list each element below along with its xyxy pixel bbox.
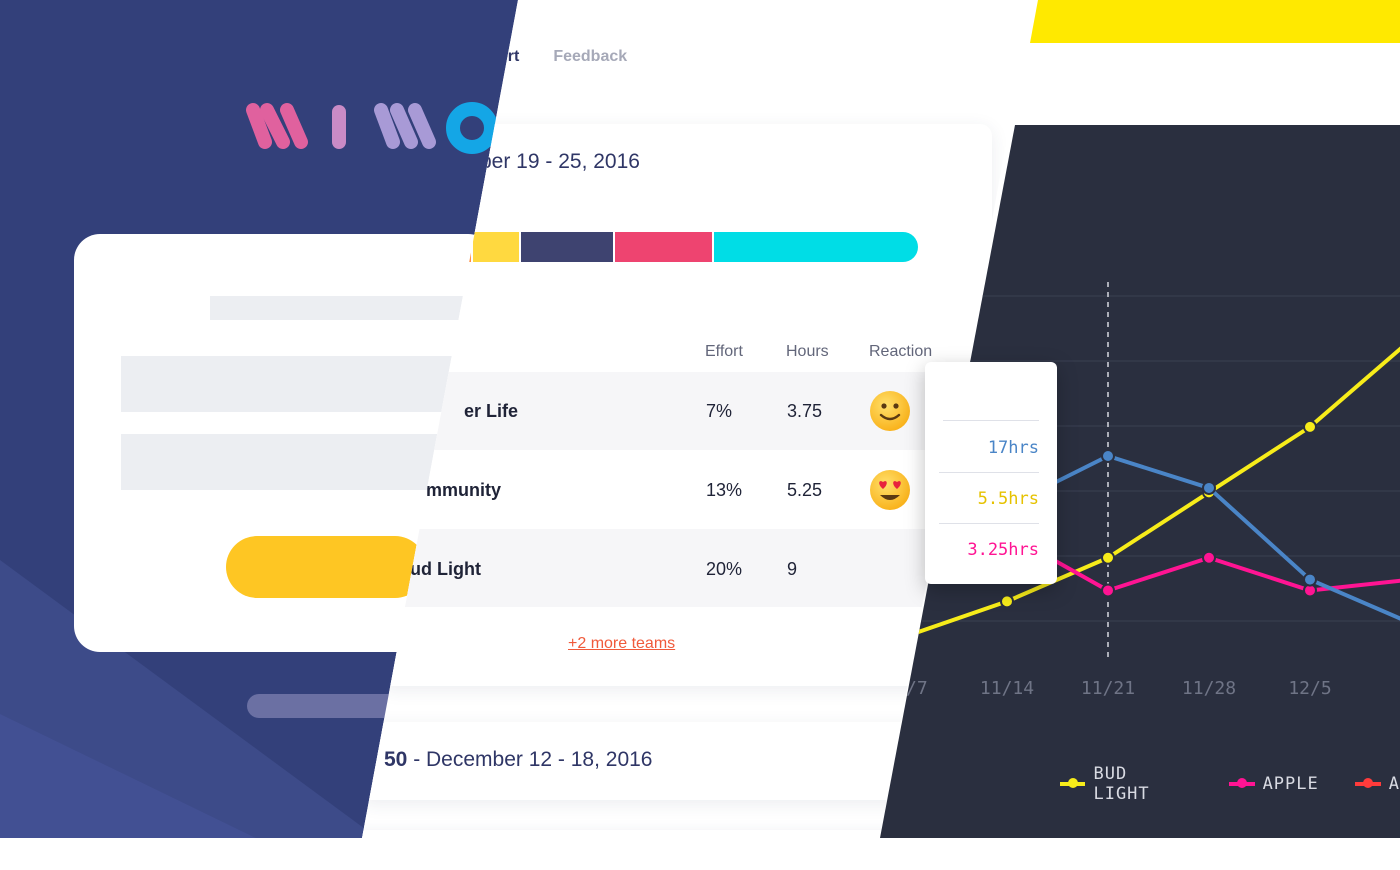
accent-strip [1030, 0, 1400, 43]
data-point [1101, 583, 1115, 598]
more-teams-link[interactable]: +2 more teams [568, 635, 676, 652]
effort-value: 13% [706, 480, 743, 500]
legend-swatch-icon [1354, 778, 1381, 788]
team-name: mmunity [426, 480, 502, 500]
tooltip-divider [939, 523, 1039, 524]
effort-value: 20% [706, 559, 743, 579]
placeholder-field [121, 434, 461, 490]
x-tick-label: 11/14 [980, 678, 1034, 699]
legend-item[interactable]: A [1354, 764, 1400, 804]
placeholder-line [210, 296, 470, 320]
tooltip-divider [939, 472, 1039, 473]
hours-value: 9 [787, 559, 798, 579]
column-header-effort: Effort [705, 343, 743, 360]
column-header-reaction: Reaction [869, 343, 933, 360]
team-name: er Life [464, 401, 519, 421]
legend-label: BUD LIGHT [1093, 764, 1150, 804]
x-tick-label: 11/7 [884, 678, 927, 699]
week-card[interactable] [362, 830, 1000, 838]
data-point [1303, 572, 1317, 587]
chart-legend: BUD LIGHT APPLE A [1060, 764, 1400, 804]
wiwo-logo: wiwo [245, 102, 505, 154]
tooltip-divider [943, 420, 1039, 421]
legend-label: A [1388, 774, 1400, 794]
column-header-hours: Hours [786, 343, 829, 360]
tab-feedback[interactable]: Feedback [553, 48, 628, 65]
legend-label: APPLE [1262, 774, 1319, 794]
week-range: - December 12 - 18, 2016 [407, 748, 653, 771]
x-tick-label: 11/21 [1081, 678, 1135, 699]
tooltip-value: 3.25hrs [967, 540, 1039, 560]
week-title: 50 - December 12 - 18, 2016 [384, 748, 653, 772]
tooltip-value: 17hrs [987, 438, 1039, 458]
table-row[interactable] [380, 529, 992, 607]
effort-segment [714, 232, 918, 262]
effort-segment [473, 232, 519, 262]
series-line [1039, 454, 1400, 643]
smile-emoji-icon [870, 391, 910, 431]
placeholder-field [121, 356, 461, 412]
x-tick-label: 12/5 [1288, 678, 1331, 699]
logo-mark: wiwo [246, 102, 498, 154]
x-tick-label: 11/28 [1182, 678, 1236, 699]
week-title: ber 19 - 25, 2016 [480, 150, 640, 173]
data-point [1303, 419, 1317, 434]
data-point [1000, 594, 1014, 609]
heart-eyes-emoji-icon [870, 470, 910, 510]
effort-segment [615, 232, 712, 262]
placeholder-pill [247, 694, 407, 718]
hours-value: 3.75 [787, 401, 823, 421]
effort-value: 7% [706, 401, 733, 421]
placeholder-button[interactable] [226, 536, 426, 598]
tooltip-value: 5.5hrs [977, 489, 1039, 509]
data-point [899, 629, 913, 644]
hours-value: 5.25 [787, 480, 823, 500]
legend-swatch-icon [1060, 778, 1086, 788]
legend-item[interactable]: APPLE [1228, 764, 1319, 804]
data-point [1202, 480, 1216, 495]
legend-item[interactable]: BUD LIGHT [1060, 764, 1193, 804]
data-point [899, 528, 913, 543]
data-point [1101, 449, 1115, 463]
team-name: ud Light [410, 559, 481, 579]
legend-swatch-icon [1228, 778, 1255, 788]
effort-segment [521, 232, 613, 262]
data-point [1101, 550, 1115, 565]
data-point [1202, 550, 1216, 565]
chart-tooltip: 17hrs 5.5hrs 3.25hrs [925, 362, 1057, 584]
week-number: 50 [384, 748, 408, 771]
